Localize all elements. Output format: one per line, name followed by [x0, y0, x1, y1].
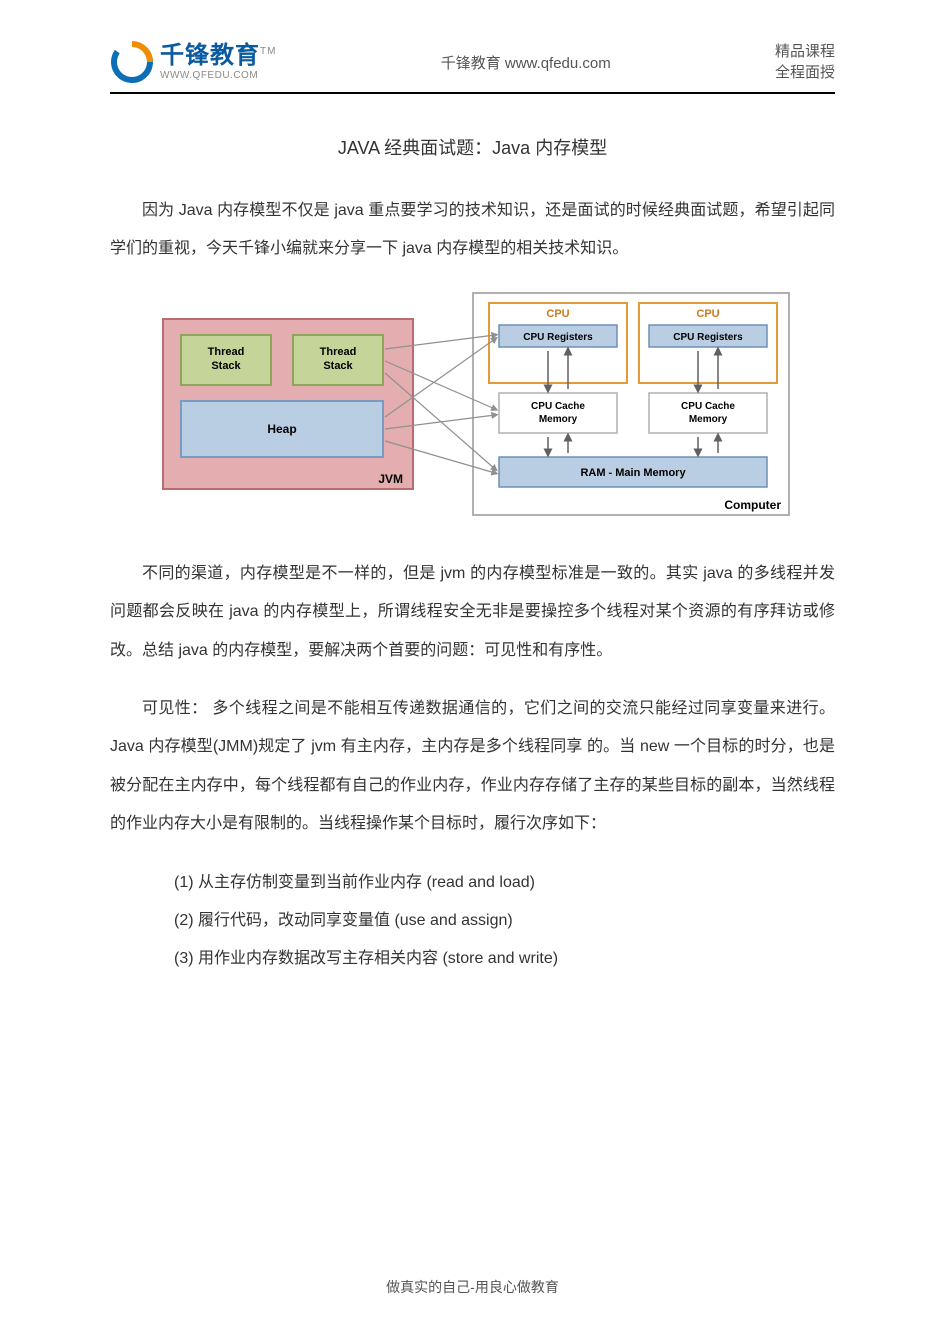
- step-3: (3) 用作业内存数据改写主存相关内容 (store and write): [174, 940, 835, 978]
- diagram-svg: JVM Thread Stack Thread Stack Heap Compu…: [153, 289, 793, 519]
- paragraph-1: 因为 Java 内存模型不仅是 java 重点要学习的技术知识，还是面试的时候经…: [110, 192, 835, 269]
- svg-text:CPU Registers: CPU Registers: [523, 332, 593, 343]
- svg-text:CPU Cache: CPU Cache: [531, 401, 585, 412]
- svg-text:Stack: Stack: [323, 360, 353, 372]
- svg-text:Memory: Memory: [538, 414, 577, 425]
- svg-text:Thread: Thread: [319, 346, 356, 358]
- document-title: JAVA 经典面试题：Java 内存模型: [110, 134, 835, 160]
- svg-text:CPU Registers: CPU Registers: [673, 332, 743, 343]
- memory-model-diagram: JVM Thread Stack Thread Stack Heap Compu…: [110, 289, 835, 519]
- svg-text:Thread: Thread: [207, 346, 244, 358]
- step-2: (2) 履行代码，改动同享变量值 (use and assign): [174, 902, 835, 940]
- paragraph-3: 可见性： 多个线程之间是不能相互传递数据通信的，它们之间的交流只能经过同享变量来…: [110, 690, 835, 844]
- logo-text-en: WWW.QFEDU.COM: [160, 70, 276, 81]
- page-header: 千锋教育TM WWW.QFEDU.COM 千锋教育 www.qfedu.com …: [110, 40, 835, 94]
- paragraph-2: 不同的渠道，内存模型是不一样的，但是 jvm 的内存模型标准是一致的。其实 ja…: [110, 555, 835, 670]
- svg-text:CPU: CPU: [546, 308, 569, 320]
- svg-text:Stack: Stack: [211, 360, 241, 372]
- heap-label: Heap: [267, 422, 296, 436]
- header-right-text: 精品课程 全程面授: [775, 41, 835, 83]
- jvm-label: JVM: [378, 472, 403, 486]
- svg-text:CPU: CPU: [696, 308, 719, 320]
- svg-text:CPU Cache: CPU Cache: [681, 401, 735, 412]
- logo-icon: [110, 40, 154, 84]
- svg-text:Memory: Memory: [688, 414, 727, 425]
- header-center-text: 千锋教育 www.qfedu.com: [441, 52, 611, 73]
- page-footer: 做真实的自己-用良心做教育: [0, 1277, 945, 1297]
- step-1: (1) 从主存仿制变量到当前作业内存 (read and load): [174, 864, 835, 902]
- logo-text-cn: 千锋教育TM: [160, 43, 276, 69]
- computer-label: Computer: [724, 498, 781, 512]
- logo: 千锋教育TM WWW.QFEDU.COM: [110, 40, 276, 84]
- ram-label: RAM - Main Memory: [580, 467, 686, 479]
